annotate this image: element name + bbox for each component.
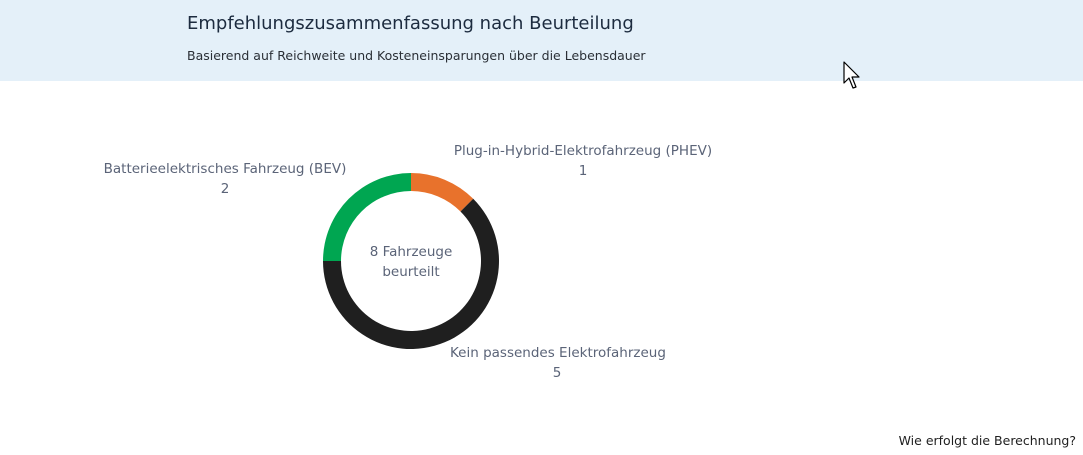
slice-label-bev: Batterieelektrisches Fahrzeug (BEV) 2 <box>100 159 350 199</box>
donut-slice-none[interactable] <box>323 198 499 349</box>
donut-center-label: 8 Fahrzeuge beurteilt <box>369 244 453 280</box>
slice-label-phev-value: 1 <box>578 163 588 179</box>
page-title: Empfehlungszusammenfassung nach Beurteil… <box>187 13 634 34</box>
slice-label-bev-value: 2 <box>220 181 230 197</box>
slice-label-phev: Plug-in-Hybrid-Elektrofahrzeug (PHEV) 1 <box>450 141 716 181</box>
calculation-help-link[interactable]: Wie erfolgt die Berechnung? <box>898 433 1076 448</box>
donut-slice-phev[interactable] <box>411 173 474 212</box>
slice-label-none-value: 5 <box>552 365 562 381</box>
slice-label-bev-name: Batterieelektrisches Fahrzeug (BEV) <box>103 161 347 177</box>
page-subtitle: Basierend auf Reichweite und Kosteneinsp… <box>187 48 646 63</box>
donut-chart: Plug-in-Hybrid-Elektrofahrzeug (PHEV) 1 … <box>0 81 1083 421</box>
donut-chart-svg <box>323 173 499 349</box>
slice-label-phev-name: Plug-in-Hybrid-Elektrofahrzeug (PHEV) <box>453 143 713 159</box>
header-banner: Empfehlungszusammenfassung nach Beurteil… <box>0 0 1083 81</box>
donut-slice-bev[interactable] <box>323 173 411 261</box>
mouse-cursor-icon <box>843 61 863 95</box>
slice-label-none: Kein passendes Elektrofahrzeug 5 <box>450 343 666 383</box>
slice-label-none-name: Kein passendes Elektrofahrzeug <box>450 345 666 361</box>
